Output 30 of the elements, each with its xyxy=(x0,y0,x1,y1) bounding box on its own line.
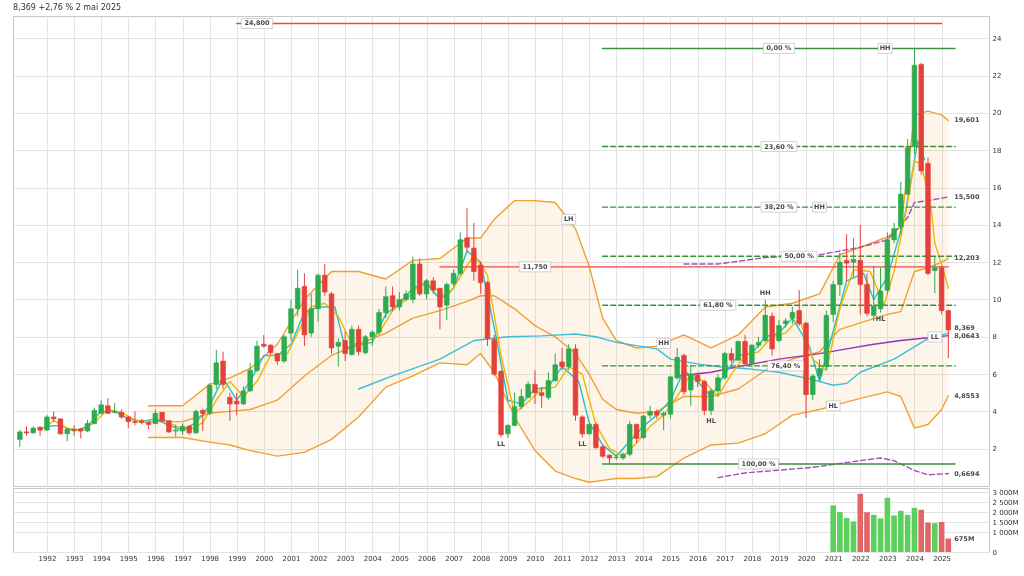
line-series xyxy=(147,110,950,407)
candlestick xyxy=(688,364,694,407)
candlestick xyxy=(932,256,938,294)
candlestick xyxy=(579,414,585,439)
candlestick xyxy=(566,343,572,371)
candlestick xyxy=(850,237,857,278)
line-series xyxy=(683,196,950,265)
line-series xyxy=(147,352,950,483)
candlestick xyxy=(355,325,362,356)
line-series xyxy=(147,257,950,423)
candlestick xyxy=(200,408,206,432)
candlestick xyxy=(444,282,450,321)
candlestick xyxy=(37,425,43,437)
candlestick xyxy=(220,351,226,390)
candlestick xyxy=(342,330,348,362)
candlestick xyxy=(389,285,396,312)
candlestick xyxy=(335,338,341,368)
candlestick xyxy=(213,349,219,390)
candlestick xyxy=(322,263,328,297)
chart-title: 8,369 +2,76 % 2 mai 2025 xyxy=(13,3,122,12)
bar xyxy=(932,523,938,552)
candlestick xyxy=(423,278,430,300)
candlestick xyxy=(464,207,470,252)
candlestick xyxy=(193,409,199,435)
candlestick xyxy=(843,233,850,282)
candlestick xyxy=(776,319,782,343)
candlestick xyxy=(559,347,565,371)
bar xyxy=(850,521,857,552)
line-series xyxy=(717,457,950,479)
candlestick xyxy=(742,334,748,366)
